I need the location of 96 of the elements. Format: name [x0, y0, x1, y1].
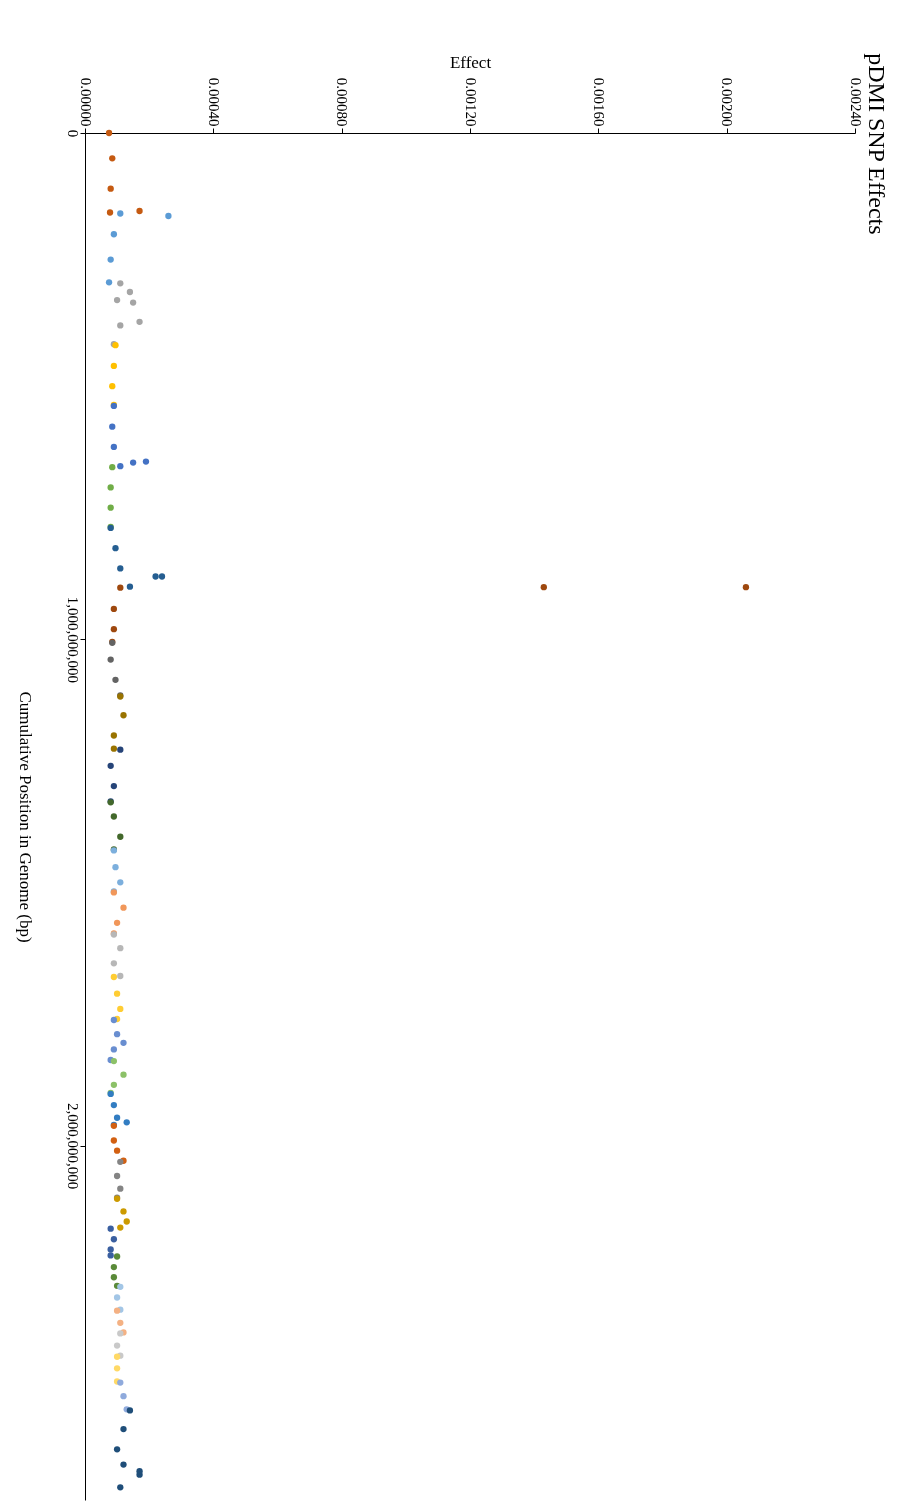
point	[136, 318, 143, 325]
point	[126, 1407, 134, 1414]
x-tick-label: 0.00080	[334, 77, 351, 127]
point	[117, 1224, 124, 1231]
point	[117, 972, 124, 980]
point	[110, 231, 118, 238]
point	[117, 1379, 124, 1386]
point	[113, 1365, 121, 1372]
point	[110, 626, 118, 633]
point	[123, 1218, 130, 1225]
point	[117, 1484, 124, 1491]
point	[113, 1147, 121, 1154]
point	[107, 256, 114, 263]
point	[107, 656, 114, 663]
point	[109, 464, 116, 471]
point	[110, 443, 118, 451]
x-tick-label: 0.00040	[205, 77, 222, 127]
point	[112, 863, 119, 871]
point	[117, 1005, 124, 1013]
point	[107, 1225, 114, 1232]
point	[113, 1307, 121, 1314]
point	[117, 833, 124, 840]
point	[109, 155, 116, 162]
x-tick-label: 0.00200	[719, 77, 736, 127]
point	[110, 1081, 118, 1088]
point	[117, 1185, 124, 1192]
point	[113, 1253, 121, 1260]
point	[120, 1425, 127, 1433]
y-tick-label: 0	[64, 129, 81, 138]
point	[113, 1353, 121, 1360]
point	[110, 1137, 118, 1144]
y-tick-label: 1,000,000,000	[64, 596, 81, 683]
point	[117, 584, 124, 591]
point	[107, 484, 114, 491]
point	[113, 1446, 121, 1453]
point	[120, 1071, 127, 1078]
point	[112, 676, 119, 683]
point	[120, 904, 127, 911]
point	[120, 1393, 127, 1400]
point	[113, 1294, 121, 1301]
point	[129, 299, 137, 306]
point	[117, 879, 124, 886]
y-axis-title: Cumulative Position in Genome (bp)	[15, 691, 35, 943]
point	[107, 504, 114, 511]
point	[126, 583, 134, 590]
x-tick-label: 0.00160	[590, 77, 607, 127]
point	[109, 423, 116, 430]
point	[120, 712, 127, 719]
point	[120, 1461, 127, 1468]
y-tick-label: 2,000,000,000	[64, 1102, 81, 1190]
point	[105, 129, 113, 137]
point	[106, 209, 114, 216]
x-tick-label: 0.00000	[77, 77, 94, 127]
point	[110, 362, 118, 370]
point	[117, 210, 124, 217]
point	[107, 762, 114, 770]
point	[105, 279, 113, 286]
chart-title: pDMI SNP Effects	[864, 53, 890, 235]
point	[107, 1246, 114, 1253]
point	[113, 1172, 121, 1180]
point	[110, 813, 118, 820]
point	[110, 1236, 118, 1243]
point	[117, 462, 124, 470]
point	[110, 605, 118, 613]
point	[110, 973, 118, 981]
point	[110, 782, 118, 790]
point	[113, 1342, 121, 1349]
point	[110, 1057, 118, 1065]
point	[113, 990, 121, 997]
point	[113, 1114, 121, 1121]
point	[110, 732, 118, 739]
point	[110, 1274, 118, 1281]
point	[110, 1263, 118, 1271]
x-tick-label: 0.00240	[847, 77, 864, 127]
x-axis-title: Effect	[449, 52, 492, 72]
point	[110, 745, 118, 752]
point	[120, 1208, 127, 1215]
point	[107, 1252, 114, 1259]
point	[113, 919, 121, 926]
point	[126, 288, 134, 296]
point	[107, 185, 114, 192]
point	[110, 960, 118, 967]
point	[117, 565, 124, 572]
x-tick-label: 0.00120	[462, 77, 479, 127]
point	[109, 382, 116, 390]
point	[117, 1283, 124, 1291]
point	[113, 296, 121, 304]
point	[117, 746, 124, 753]
point	[117, 280, 124, 287]
point	[117, 944, 124, 952]
point	[117, 1319, 124, 1326]
point	[110, 1046, 118, 1053]
point	[117, 322, 124, 329]
point	[110, 1101, 118, 1109]
point	[112, 545, 119, 552]
point	[113, 1031, 121, 1038]
